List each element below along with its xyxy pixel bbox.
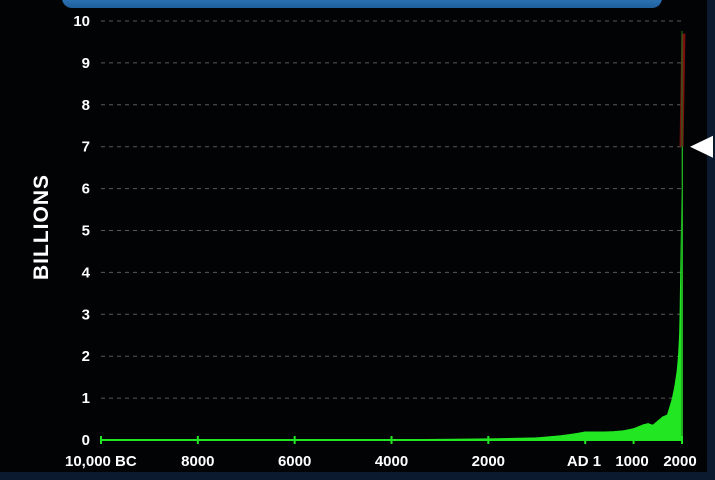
x-tick-label-1: 8000 [181, 453, 214, 470]
y-tick-label-8: 8 [82, 97, 90, 114]
x-tick-labels: 10,000 BC 8000 6000 4000 2000 AD 1 1000 2000 [65, 453, 697, 470]
axes [100, 31, 683, 444]
data-point-20 [666, 414, 669, 416]
data-point-13 [623, 430, 625, 432]
y-tick-label-2: 2 [82, 348, 90, 365]
right-frame-edge [707, 0, 715, 480]
bottom-frame-edge [0, 472, 715, 480]
x-tick-label-2: 6000 [278, 453, 311, 470]
y-tick-label-10: 10 [73, 13, 90, 30]
data-point-14 [633, 428, 635, 430]
data-point-23 [676, 370, 678, 372]
data-point-25 [679, 334, 681, 336]
y-tick-label-3: 3 [82, 306, 90, 323]
x-tick-label-7: 2000 [663, 453, 696, 470]
y-tick-label-6: 6 [82, 181, 90, 198]
x-tick-label-6: 1000 [615, 453, 648, 470]
data-point-6 [536, 437, 538, 439]
data-point-22 [674, 386, 676, 388]
y-tick-label-7: 7 [82, 139, 90, 156]
data-point-8 [574, 433, 577, 435]
data-point-26 [679, 313, 681, 315]
y-tick-label-5: 5 [82, 223, 90, 240]
y-tick-label-9: 9 [82, 55, 90, 72]
x-tick-label-3: 4000 [375, 453, 408, 470]
data-point-10 [594, 431, 596, 433]
top-frame-bar [62, 0, 662, 8]
grid [101, 20, 682, 399]
current-value-marker-icon [690, 135, 713, 158]
data-point-27 [680, 271, 682, 273]
x-tick-label-5: AD 1 [567, 453, 601, 470]
y-tick-label-0: 0 [82, 432, 90, 449]
y-axis-label: BILLIONS [30, 174, 53, 280]
data-point-18 [657, 420, 659, 422]
y-tick-label-1: 1 [82, 390, 90, 407]
data-point-15 [642, 424, 644, 426]
data-point-7 [560, 435, 562, 437]
data-point-9 [584, 431, 586, 433]
data-point-11 [603, 431, 606, 433]
data-point-16 [647, 423, 649, 425]
data-point-19 [662, 416, 664, 418]
y-tick-labels: 0 1 2 3 4 5 6 7 8 9 10 [73, 13, 90, 449]
x-tick-label-4: 2000 [472, 453, 505, 470]
series-layer [100, 33, 686, 441]
data-point-12 [613, 431, 615, 433]
x-tick-label-0: 10,000 BC [65, 453, 137, 470]
y-tick-label-4: 4 [82, 264, 91, 281]
data-point-21 [671, 398, 673, 400]
population-area [100, 146, 683, 441]
data-point-17 [652, 424, 654, 426]
data-point-24 [677, 355, 680, 357]
